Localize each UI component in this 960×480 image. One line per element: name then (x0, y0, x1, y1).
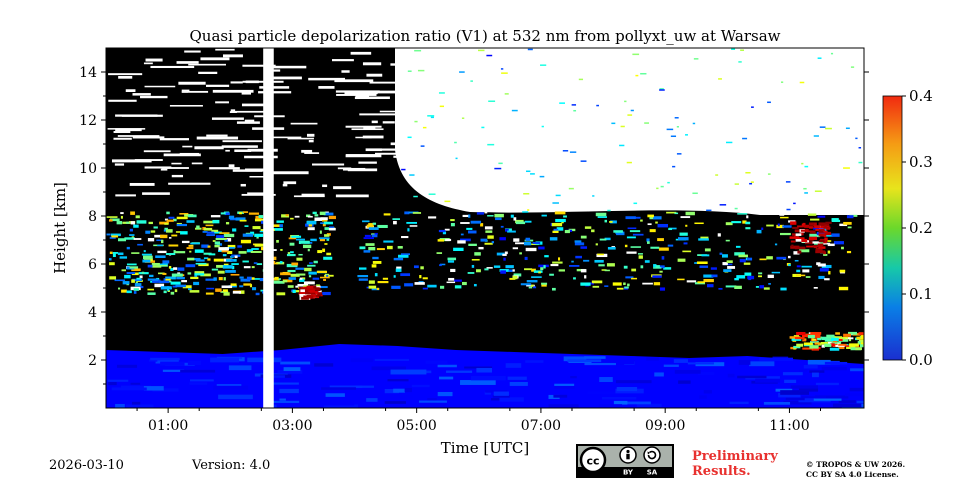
colorbar (882, 95, 903, 361)
badge-by-label: BY (623, 469, 634, 477)
copyright-line-1: © TROPOS & UW 2026. (806, 460, 906, 469)
y-tick-label: 12 (79, 113, 97, 129)
heatmap-field (106, 48, 864, 408)
x-tick-label: 01:00 (148, 418, 188, 434)
x-tick-label: 05:00 (396, 418, 436, 434)
version-label: Version: 4.0 (192, 458, 271, 473)
y-tick-label: 4 (88, 305, 97, 321)
x-tick-label: 09:00 (645, 418, 685, 434)
chart-title: Quasi particle depolarization ratio (V1)… (189, 27, 780, 45)
preliminary-line-2: Results. (692, 464, 751, 479)
y-tick-label: 14 (79, 65, 97, 81)
y-tick-label: 10 (79, 161, 97, 177)
y-tick-label: 2 (88, 353, 97, 369)
preliminary-line-1: Preliminary (692, 449, 778, 464)
y-axis-label: Height [km] (51, 182, 69, 274)
y-tick-label: 8 (88, 209, 97, 225)
colorbar-tick-label: 0.0 (909, 351, 933, 369)
cc-license-badge[interactable]: cc BY SA (576, 444, 674, 478)
copyright-line-2: CC BY SA 4.0 License. (806, 470, 899, 479)
x-tick-label: 11:00 (769, 418, 809, 434)
preliminary-notice: Preliminary Results. (692, 449, 778, 479)
copyright-notice: © TROPOS & UW 2026. CC BY SA 4.0 License… (806, 460, 905, 480)
x-tick-label: 03:00 (272, 418, 312, 434)
badge-sa-label: SA (647, 469, 658, 477)
share-alike-icon (643, 446, 661, 464)
x-axis-label: Time [UTC] (441, 439, 530, 457)
colorbar-ticks: 0.0 0.1 0.2 0.3 0.4 (902, 87, 933, 369)
y-tick-label: 6 (88, 257, 97, 273)
x-axis: 01:00 03:00 05:00 07:00 09:00 11:00 (136, 408, 822, 434)
clear-sky-region (395, 48, 864, 215)
data-gap (263, 48, 274, 408)
y-axis: 2 4 6 8 10 12 14 (79, 65, 869, 385)
colorbar-tick-label: 0.2 (909, 219, 933, 237)
colorbar-tick-label: 0.3 (909, 153, 933, 171)
colorbar-tick-label: 0.4 (909, 87, 933, 105)
plot-frame (105, 47, 865, 409)
cc-icon (579, 446, 607, 474)
date-label: 2026-03-10 (49, 458, 124, 473)
colorbar-tick-label: 0.1 (909, 285, 933, 303)
svg-text:cc: cc (586, 455, 599, 468)
x-tick-label: 07:00 (521, 418, 561, 434)
